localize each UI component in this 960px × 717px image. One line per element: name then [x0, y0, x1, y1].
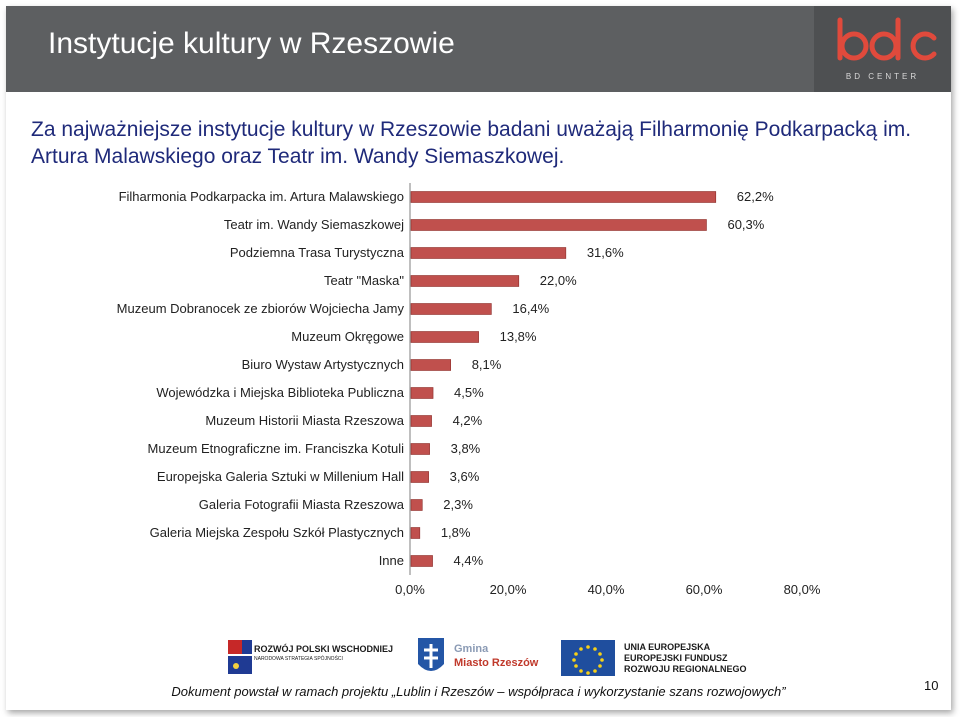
category-label: Galeria Fotografii Miasta Rzeszowa — [199, 497, 405, 512]
category-label: Muzeum Dobranocek ze zbiorów Wojciecha J… — [117, 301, 405, 316]
ue-line3: ROZWOJU REGIONALNEGO — [624, 664, 747, 674]
subtitle: Za najważniejsze instytucje kultury w Rz… — [31, 118, 912, 168]
data-label: 13,8% — [500, 329, 537, 344]
slide: Instytucje kultury w Rzeszowie BD CENTER… — [6, 6, 951, 710]
x-tick-label: 20,0% — [490, 582, 527, 597]
data-label: 3,6% — [450, 469, 480, 484]
data-label: 4,4% — [454, 553, 484, 568]
data-label: 8,1% — [472, 357, 502, 372]
category-label: Wojewódzka i Miejska Biblioteka Publiczn… — [156, 385, 404, 400]
bar — [410, 191, 717, 203]
category-label: Biuro Wystaw Artystycznych — [242, 357, 404, 372]
data-label: 4,5% — [454, 385, 484, 400]
bar — [410, 247, 567, 259]
page-title: Instytucje kultury w Rzeszowie — [48, 27, 455, 60]
x-tick-label: 80,0% — [784, 582, 821, 597]
category-label: Teatr im. Wandy Siemaszkowej — [224, 217, 404, 232]
bar — [410, 275, 520, 287]
ue-logo-text: UNIA EUROPEJSKA EUROPEJSKI FUNDUSZ ROZWO… — [624, 642, 747, 675]
sponsor-logo-graphics — [228, 638, 615, 676]
bar — [410, 331, 479, 343]
logo-subtext: BD CENTER — [845, 72, 920, 81]
rpw-line1: ROZWÓJ POLSKI WSCHODNIEJ — [254, 644, 394, 654]
data-label: 60,3% — [727, 217, 764, 232]
bar — [410, 471, 429, 483]
sponsor-logos: ROZWÓJ POLSKI WSCHODNIEJ NARODOWA STRATE… — [6, 634, 951, 684]
data-label: 1,8% — [441, 525, 471, 540]
data-label: 31,6% — [587, 245, 624, 260]
ue-line2: EUROPEJSKI FUNDUSZ — [624, 653, 728, 663]
data-label: 22,0% — [540, 273, 577, 288]
page-number: 10 — [924, 678, 939, 693]
x-tick-label: 0,0% — [395, 582, 425, 597]
data-label: 4,2% — [453, 413, 483, 428]
bar-chart: Filharmonia Podkarpacka im. Artura Malaw… — [117, 183, 821, 597]
footer-text: Dokument powstał w ramach projektu „Lubl… — [171, 684, 786, 699]
category-label: Teatr "Maska" — [324, 273, 404, 288]
bar — [410, 443, 430, 455]
gmina-line2: Miasto Rzeszów — [454, 657, 539, 669]
bar — [410, 555, 433, 567]
ue-line1: UNIA EUROPEJSKA — [624, 642, 711, 652]
bar — [410, 415, 432, 427]
bar — [410, 219, 707, 231]
data-label: 16,4% — [512, 301, 549, 316]
data-label: 2,3% — [443, 497, 473, 512]
category-label: Muzeum Okręgowe — [291, 329, 404, 344]
gmina-line1: Gmina — [454, 643, 489, 655]
category-label: Galeria Miejska Zespołu Szkół Plastyczny… — [150, 525, 404, 540]
rpw-logo-text: ROZWÓJ POLSKI WSCHODNIEJ NARODOWA STRATE… — [254, 644, 393, 662]
category-label: Filharmonia Podkarpacka im. Artura Malaw… — [119, 189, 404, 204]
category-label: Europejska Galeria Sztuki w Millenium Ha… — [157, 469, 404, 484]
bar — [410, 527, 421, 539]
bdc-logo-icon — [837, 17, 937, 61]
x-tick-label: 40,0% — [588, 582, 625, 597]
gmina-logo-text: Gmina Miasto Rzeszów — [454, 642, 538, 670]
bar — [410, 359, 451, 371]
bar — [410, 387, 434, 399]
rzeszow-coat-of-arms-icon — [418, 638, 444, 671]
data-label: 3,8% — [451, 441, 481, 456]
category-label: Podziemna Trasa Turystyczna — [230, 245, 405, 260]
bdc-logo: BD CENTER — [814, 6, 951, 92]
rpw-logo-icon — [228, 640, 252, 674]
category-label: Muzeum Historii Miasta Rzeszowa — [205, 413, 404, 428]
bar — [410, 303, 492, 315]
rpw-line2: NARODOWA STRATEGIA SPÓJNOŚCI — [254, 656, 343, 662]
category-label: Muzeum Etnograficzne im. Franciszka Kotu… — [148, 441, 405, 456]
data-label: 62,2% — [737, 189, 774, 204]
x-tick-label: 60,0% — [686, 582, 723, 597]
eu-flag-icon — [561, 640, 615, 676]
bar — [410, 499, 423, 511]
category-label: Inne — [379, 553, 404, 568]
header-bar: Instytucje kultury w Rzeszowie BD CENTER — [6, 6, 951, 92]
